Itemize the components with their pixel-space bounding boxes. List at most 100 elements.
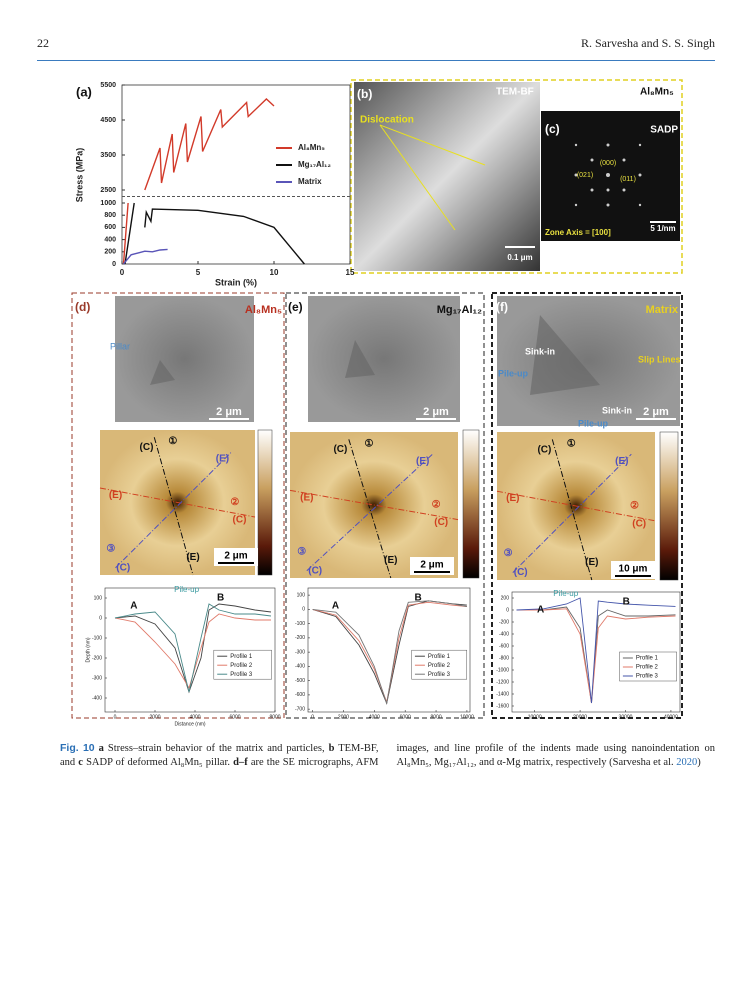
y-tick-label: -300	[92, 675, 102, 681]
page-number: 22	[37, 36, 49, 50]
caption-text: SADP of deformed Al₈Mn₅ pillar.	[82, 756, 234, 768]
scale-label: 2 μm	[216, 406, 242, 418]
y-tick-label: -600	[295, 692, 305, 698]
afm-marker: ③	[504, 548, 513, 559]
legend-label: Matrix	[298, 177, 322, 186]
running-head: R. Sarvesha and S. S. Singh	[580, 36, 715, 50]
legend-label: Profile 3	[636, 674, 659, 680]
afm-marker: (E)	[506, 493, 519, 504]
x-tick-label: 10000	[460, 714, 474, 720]
x-tick-label: 30000	[619, 714, 633, 720]
y-tick-label: 400	[104, 236, 116, 243]
y-tick-label: 5500	[100, 82, 116, 89]
x-tick-label: 10000	[528, 714, 542, 720]
afm-marker: (E)	[186, 552, 199, 563]
y-tick-label: -200	[499, 619, 509, 625]
axis-label: Stress (MPa)	[74, 148, 84, 203]
sem-image	[308, 296, 460, 422]
scale-box	[611, 561, 655, 579]
legend-label: Profile 2	[230, 663, 253, 669]
y-tick-label: -100	[295, 621, 305, 627]
x-tick-label: 20000	[573, 714, 587, 720]
afm-marker: (E)	[109, 490, 122, 501]
annotation: Slip Lines	[638, 354, 681, 364]
legend-label: Profile 3	[428, 672, 451, 678]
profile-curve	[114, 603, 272, 693]
sem-image	[115, 296, 254, 422]
caption: Fig. 10 a Stress–strain behavior of the …	[60, 742, 715, 769]
profile-line	[99, 487, 256, 518]
material-label: Mg₁₇Al₁₂	[437, 304, 482, 316]
legend-label: Profile 2	[428, 663, 451, 669]
y-tick-label: -500	[295, 678, 305, 684]
panel-label: (b)	[357, 87, 372, 101]
diffraction-spots	[574, 143, 642, 207]
plot-frame	[104, 587, 276, 713]
axis-label: Strain (%)	[215, 277, 257, 287]
profile-line	[289, 489, 459, 521]
afm-marker: (C)	[140, 442, 154, 453]
profile-line	[153, 437, 194, 576]
panel-label: (f)	[496, 300, 508, 314]
y-tick-label: 4500	[100, 117, 116, 124]
legend-frame	[411, 649, 468, 680]
point-label: B	[623, 597, 630, 608]
material-label: Al₈Mn₅	[245, 304, 282, 316]
profile-line	[348, 439, 392, 579]
afm-marker: (C)	[632, 518, 646, 529]
panel-label: (a)	[76, 84, 92, 99]
afm-marker: ②	[432, 500, 441, 511]
y-tick-label: 2500	[100, 187, 116, 194]
caption-text: are the SE micrographs, AFM images, and …	[247, 743, 715, 768]
panel-title: TEM-BF	[496, 87, 534, 98]
panel-ref: b	[328, 743, 335, 754]
plot-frame	[511, 591, 681, 713]
plot-frame	[307, 587, 471, 713]
y-tick-label: 100	[94, 595, 103, 601]
y-tick-label: 200	[501, 595, 510, 601]
profile-line	[306, 453, 434, 572]
profile-line	[115, 451, 233, 569]
x-tick-label: 2000	[149, 714, 160, 720]
header-rule	[37, 60, 715, 61]
legend-label: Profile 3	[230, 672, 253, 678]
profile-curve	[516, 608, 676, 704]
caption-text: )	[697, 756, 701, 768]
annotation: Pile-up	[174, 585, 199, 594]
x-tick-label: 4000	[189, 714, 200, 720]
y-tick-label: 200	[104, 249, 116, 256]
afm-marker: ②	[630, 501, 639, 512]
caption-label: Fig. 10	[60, 742, 95, 754]
afm-marker: (E)	[585, 557, 598, 568]
annotation: Pile-up	[578, 418, 609, 428]
x-tick-label: 8000	[430, 714, 441, 720]
x-tick-label: 15	[346, 268, 355, 277]
y-tick-label: -1000	[496, 667, 509, 673]
afm-marker: (C)	[233, 515, 247, 526]
y-tick-label: -1200	[496, 679, 509, 685]
y-tick-label: -100	[92, 635, 102, 641]
x-tick-label: 5	[196, 268, 201, 277]
indent	[150, 315, 600, 395]
y-tick-label: -200	[92, 655, 102, 661]
afm-marker: (E)	[216, 454, 229, 465]
tem-image	[354, 82, 540, 271]
afm-marker: (E)	[300, 492, 313, 503]
axis-label: Distance (nm)	[174, 721, 205, 727]
colorbar	[257, 429, 273, 576]
scale-label: 2 μm	[420, 560, 443, 571]
y-tick-label: -400	[295, 664, 305, 670]
material-label: Matrix	[646, 304, 679, 316]
afm-marker: (C)	[333, 444, 347, 455]
y-tick-label: 0	[302, 607, 305, 613]
x-tick-label: 4000	[369, 714, 380, 720]
point-label: B	[217, 593, 224, 604]
x-tick-label: 0	[311, 714, 314, 720]
afm-marker: ③	[106, 544, 115, 555]
profile-curve	[312, 600, 467, 704]
profile-curve	[312, 601, 467, 704]
annotation: Sink-in	[525, 346, 555, 356]
legend-label: Mg₁₇Al₁₂	[298, 160, 331, 169]
arrow	[379, 124, 486, 166]
